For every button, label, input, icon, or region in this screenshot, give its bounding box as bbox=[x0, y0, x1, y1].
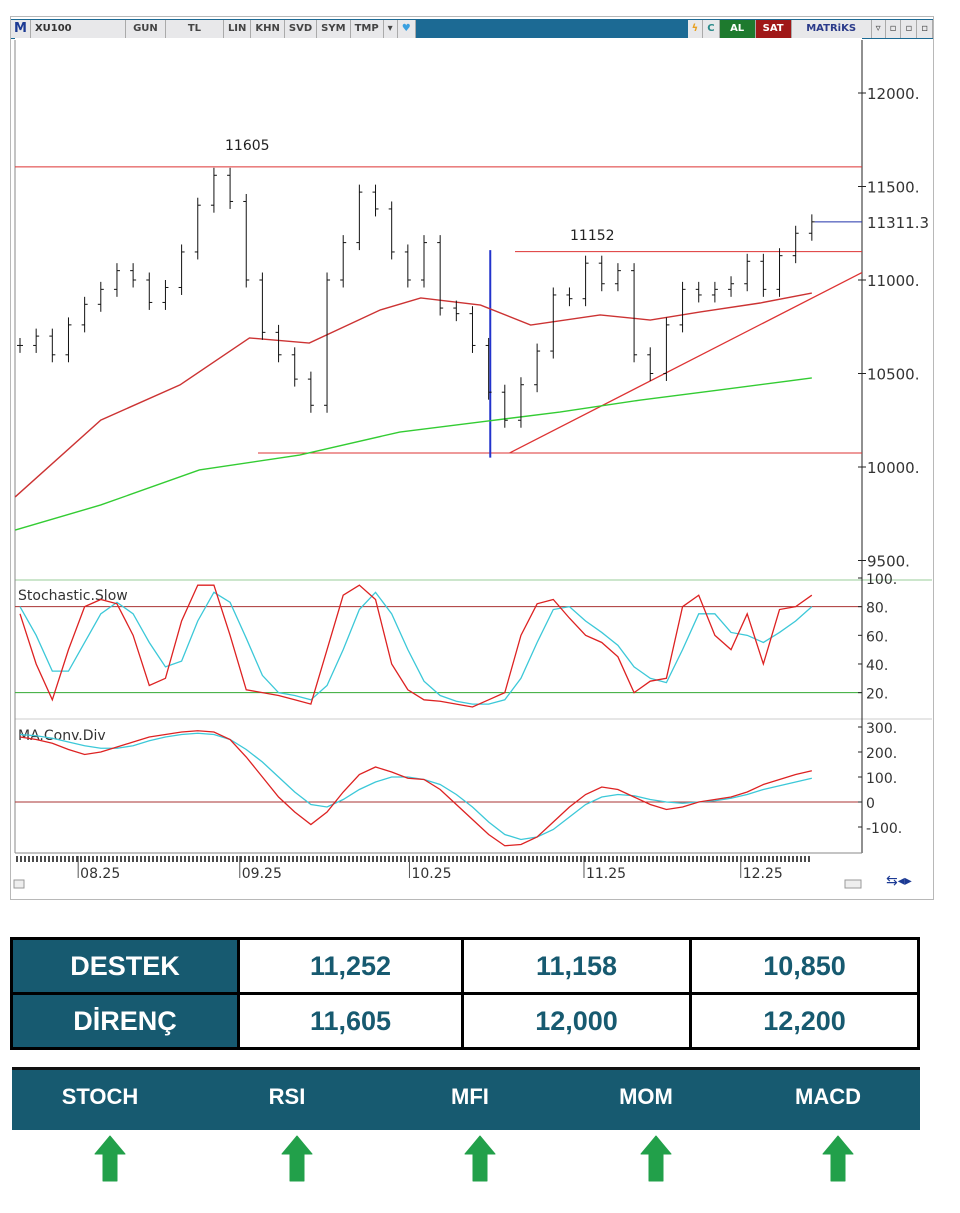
date-label: 12.25 bbox=[743, 866, 783, 882]
sell-button[interactable]: SAT bbox=[755, 20, 792, 38]
twitter-icon[interactable]: ♥ bbox=[397, 20, 416, 38]
navigate-icon[interactable]: ⇆◂▸ bbox=[886, 873, 912, 889]
price-tick-label: 11500. bbox=[867, 179, 920, 197]
up-arrow-icon bbox=[463, 1134, 497, 1184]
date-label: 11.25 bbox=[586, 866, 626, 882]
close-icon[interactable]: ▫ bbox=[917, 20, 933, 38]
matriks-logo[interactable]: M bbox=[11, 20, 31, 38]
up-arrow-icon bbox=[280, 1134, 314, 1184]
stoch-tick-label: 20. bbox=[866, 687, 888, 703]
macd-tick-label: -100. bbox=[866, 821, 902, 837]
resistance-row: DİRENÇ 11,605 12,000 12,200 bbox=[10, 992, 920, 1050]
buy-button[interactable]: AL bbox=[719, 20, 756, 38]
lin-button[interactable]: LIN bbox=[223, 20, 252, 38]
sym-button[interactable]: SYM bbox=[317, 20, 351, 38]
resistance-label: 11605 bbox=[225, 138, 270, 154]
resistance-value: 12,000 bbox=[461, 992, 693, 1050]
ma-red-line bbox=[14, 292, 812, 498]
dropdown-icon[interactable]: ▾ bbox=[383, 20, 398, 38]
refresh-button[interactable]: C bbox=[703, 20, 720, 38]
tmp-button[interactable]: TMP bbox=[350, 20, 384, 38]
date-label: 09.25 bbox=[242, 866, 282, 882]
plot-area bbox=[15, 38, 862, 853]
support-value: 11,252 bbox=[236, 937, 465, 995]
indicator-label-mfi: MFI bbox=[451, 1084, 489, 1109]
stochastic-title: Stochastic.Slow bbox=[18, 588, 128, 604]
price-chart[interactable]: 12000. 11500. 11000. 10500. 10000. 9500. 11605… bbox=[0, 0, 960, 900]
date-label: 10.25 bbox=[411, 866, 451, 882]
svd-button[interactable]: SVD bbox=[284, 20, 318, 38]
macd-tick-label: 200. bbox=[866, 746, 897, 762]
menu-icon[interactable]: ▿ bbox=[871, 20, 886, 38]
last-price-label: 11311.3 bbox=[867, 214, 929, 232]
price-tick-label: 9500. bbox=[867, 553, 910, 571]
price-tick-label: 12000. bbox=[867, 85, 920, 103]
support-value: 11,158 bbox=[461, 937, 693, 995]
stochastic-k-line bbox=[19, 584, 813, 708]
price-tick-label: 10500. bbox=[867, 366, 920, 384]
macd-line bbox=[19, 730, 812, 847]
macd-tick-label: 100. bbox=[866, 771, 897, 787]
lightning-icon[interactable]: ϟ bbox=[687, 20, 704, 38]
period-button[interactable]: GUN bbox=[125, 20, 166, 38]
ma-green-line bbox=[14, 377, 812, 531]
resistance-value: 12,200 bbox=[689, 992, 920, 1050]
brand-label: MATRiKS bbox=[791, 20, 872, 38]
macd-tick-label: 0 bbox=[866, 796, 875, 812]
date-label: 08.25 bbox=[80, 866, 120, 882]
indicator-label-macd: MACD bbox=[795, 1084, 861, 1109]
up-arrow-icon bbox=[821, 1134, 855, 1184]
stoch-tick-label: 60. bbox=[866, 629, 888, 645]
resistance-value: 11,605 bbox=[236, 992, 465, 1050]
price-tick-label: 11000. bbox=[867, 272, 920, 290]
khn-button[interactable]: KHN bbox=[251, 20, 285, 38]
stoch-tick-label: 40. bbox=[866, 658, 888, 674]
trend-line bbox=[509, 271, 863, 454]
support-row: DESTEK 11,252 11,158 10,850 bbox=[10, 937, 920, 995]
stoch-tick-label: 100. bbox=[866, 572, 897, 588]
symbol-field[interactable]: XU100 bbox=[30, 20, 126, 38]
support-value: 10,850 bbox=[689, 937, 920, 995]
minimize-icon[interactable]: ▫ bbox=[885, 20, 902, 38]
up-arrow-icon bbox=[639, 1134, 673, 1184]
maximize-icon[interactable]: ▫ bbox=[901, 20, 918, 38]
chart-toolbar: M XU100 GUN TL LIN KHN SVD SYM TMP ▾ ♥ ϟ… bbox=[11, 19, 933, 39]
up-arrow-icon bbox=[93, 1134, 127, 1184]
macd-tick-label: 300. bbox=[866, 721, 897, 737]
indicator-label-mom: MOM bbox=[619, 1084, 673, 1109]
price-tick-label: 10000. bbox=[867, 459, 920, 477]
support-label: DESTEK bbox=[10, 937, 240, 995]
scroll-left-button[interactable] bbox=[13, 879, 25, 889]
indicator-label-rsi: RSI bbox=[268, 1084, 306, 1109]
stochastic-d-line bbox=[19, 591, 813, 705]
stoch-tick-label: 80. bbox=[866, 601, 888, 617]
mid-label: 11152 bbox=[570, 228, 615, 244]
currency-button[interactable]: TL bbox=[165, 20, 224, 38]
indicator-band bbox=[12, 1067, 920, 1130]
resistance-label: DİRENÇ bbox=[10, 992, 240, 1050]
scroll-right-button[interactable] bbox=[844, 879, 862, 889]
levels-table: DESTEK 11,252 11,158 10,850 DİRENÇ 11,60… bbox=[10, 937, 920, 1050]
indicator-label-stoch: STOCH bbox=[61, 1084, 139, 1109]
